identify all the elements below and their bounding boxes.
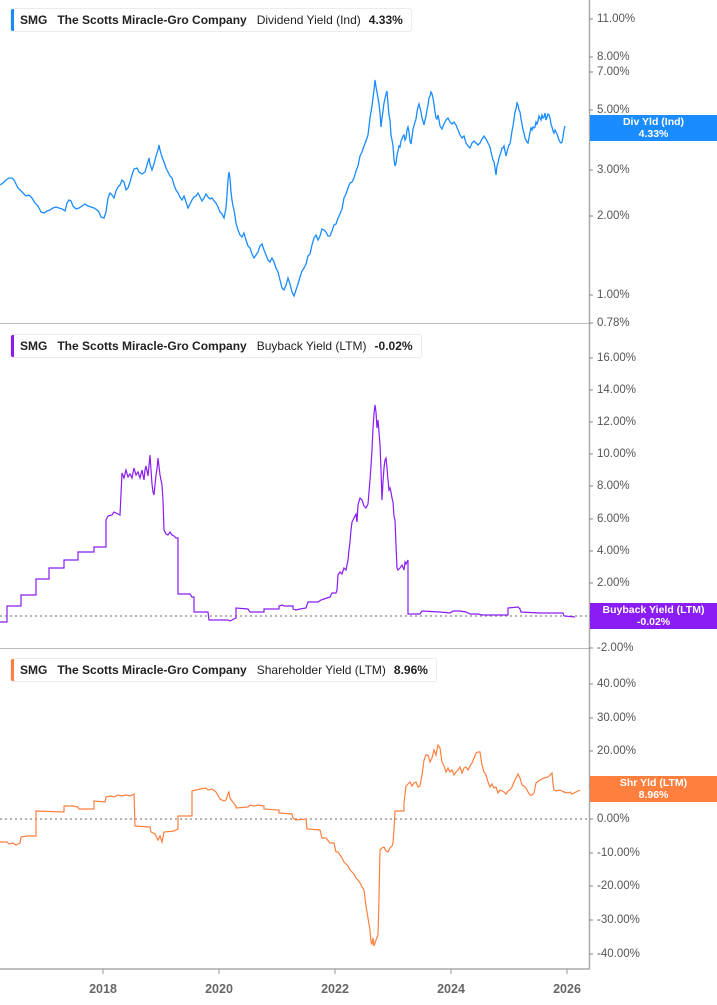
y-tick-label: 6.00% — [597, 513, 630, 525]
y-tick-label: -20.00% — [597, 880, 640, 892]
series-color-bar — [11, 335, 14, 357]
legend-company: The Scotts Miracle-Gro Company — [57, 339, 247, 353]
y-tick-label: 14.00% — [597, 384, 637, 396]
badge-label: Div Yld (Ind) — [622, 116, 685, 128]
y-tick-label: 8.00% — [597, 51, 630, 63]
y-ticks-panel-2 — [589, 357, 593, 649]
y-tick-label: 2.00% — [597, 210, 630, 222]
badge-label: Buyback Yield (LTM) — [602, 604, 705, 616]
y-tick-label: 4.00% — [597, 545, 630, 557]
y-tick-label: -10.00% — [597, 847, 640, 859]
legend-company: The Scotts Miracle-Gro Company — [57, 663, 247, 677]
y-tick-label: 16.00% — [597, 352, 637, 364]
legend-metric: Buyback Yield (LTM) — [256, 339, 367, 353]
buyback-yield-line — [0, 404, 576, 623]
y-tick-label: 0.78% — [597, 317, 630, 329]
badge-value: 4.33% — [638, 128, 669, 140]
last-value-badge-buyback: Buyback Yield (LTM) -0.02% — [590, 603, 717, 629]
y-tick-label: 40.00% — [597, 678, 637, 690]
y-tick-label: 30.00% — [597, 712, 637, 724]
y-tick-label: -40.00% — [597, 948, 640, 960]
y-tick-label: 10.00% — [597, 448, 637, 460]
y-tick-label: 12.00% — [597, 416, 637, 428]
y-tick-label: 0.00% — [597, 813, 630, 825]
legend-company: The Scotts Miracle-Gro Company — [57, 13, 247, 27]
y-tick-label: 11.00% — [597, 13, 636, 25]
last-value-badge-shareholder: Shr Yld (LTM) 8.96% — [590, 776, 717, 802]
legend-dividend-yield: SMG The Scotts Miracle-Gro Company Divid… — [10, 8, 412, 32]
y-ticks-panel-1 — [589, 18, 593, 324]
x-tick-label: 2018 — [89, 982, 117, 996]
y-tick-label: -2.00% — [597, 642, 634, 654]
legend-shareholder-yield: SMG The Scotts Miracle-Gro Company Share… — [10, 658, 437, 682]
series-color-bar — [11, 9, 14, 31]
y-ticks-panel-3 — [589, 683, 593, 955]
x-tick-label: 2024 — [437, 982, 465, 996]
shareholder-yield-line — [0, 743, 581, 947]
legend-value: 4.33% — [368, 13, 403, 27]
y-tick-label: 20.00% — [597, 745, 637, 757]
y-tick-label: 8.00% — [597, 480, 630, 492]
y-tick-label: 7.00% — [597, 66, 630, 78]
x-ticks — [102, 969, 568, 974]
x-tick-label: 2020 — [205, 982, 233, 996]
y-tick-label: 1.00% — [597, 289, 630, 301]
badge-value: 8.96% — [638, 789, 669, 801]
y-tick-label: 3.00% — [597, 164, 630, 176]
legend-metric: Dividend Yield (Ind) — [256, 13, 361, 27]
legend-metric: Shareholder Yield (LTM) — [256, 663, 386, 677]
legend-ticker: SMG — [20, 663, 48, 677]
legend-value: 8.96% — [393, 663, 428, 677]
dividend-yield-line — [0, 79, 566, 298]
legend-buyback-yield: SMG The Scotts Miracle-Gro Company Buyba… — [10, 334, 422, 358]
legend-ticker: SMG — [20, 339, 48, 353]
badge-value: -0.02% — [636, 616, 671, 628]
series-color-bar — [11, 659, 14, 681]
x-tick-label: 2022 — [321, 982, 349, 996]
badge-label: Shr Yld (LTM) — [619, 777, 688, 789]
legend-value: -0.02% — [374, 339, 413, 353]
y-tick-label: -30.00% — [597, 914, 640, 926]
last-value-badge-dividend: Div Yld (Ind) 4.33% — [590, 115, 717, 141]
y-tick-label: 2.00% — [597, 577, 630, 589]
x-tick-label: 2026 — [553, 982, 581, 996]
legend-ticker: SMG — [20, 13, 48, 27]
y-tick-label: 5.00% — [597, 104, 630, 116]
